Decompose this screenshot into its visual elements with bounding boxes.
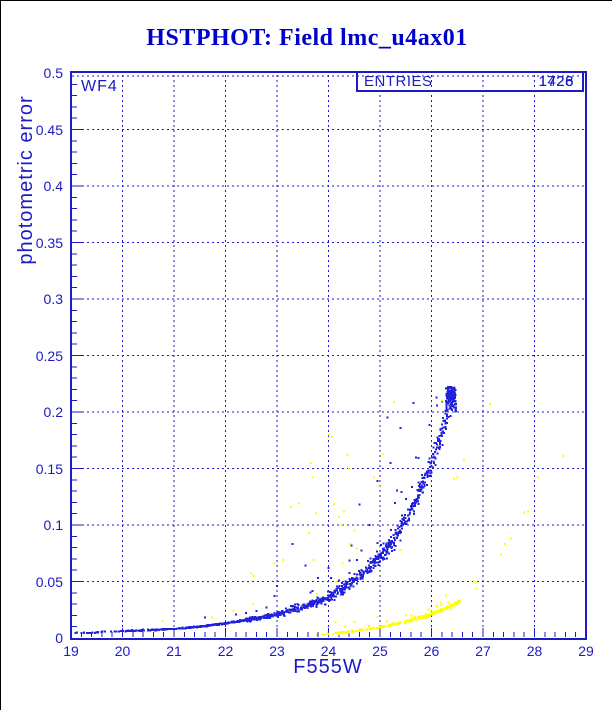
y-tick-label: 0.15 — [35, 460, 63, 477]
x-tick-label: 20 — [114, 643, 131, 659]
x-tick-label: 29 — [578, 643, 594, 659]
entries-stat-box: ENTRIES 1428 1726 — [356, 71, 584, 92]
x-tick-label: 24 — [320, 643, 337, 659]
y-tick-label: 0.25 — [35, 347, 63, 364]
x-axis-title: F555W — [293, 656, 363, 678]
entries-value-2: 1726 — [538, 73, 574, 90]
gridlines — [72, 75, 585, 637]
page-title: HSTPHOT: Field lmc_u4ax01 — [146, 25, 468, 51]
y-tick-label: 0.05 — [35, 573, 63, 590]
entries-value-1: 1428 — [538, 73, 574, 90]
y-tick-label: 0.1 — [43, 517, 63, 533]
plot-frame — [70, 71, 587, 640]
x-tick-label: 21 — [166, 643, 182, 659]
y-tick-label: 0.35 — [35, 234, 63, 251]
series-blue-error-sequence — [74, 386, 458, 635]
y-tick-label: 0.5 — [43, 65, 63, 81]
y-tick-label: 0 — [55, 630, 63, 646]
series-yellow-error-sequence — [161, 399, 564, 636]
y-tick-label: 0.3 — [43, 291, 63, 307]
x-tick-label: 27 — [475, 643, 491, 659]
y-tick-label: 0.2 — [43, 404, 63, 420]
x-tick-label: 26 — [423, 643, 440, 659]
axis-ticks — [72, 83, 577, 637]
x-tick-label: 19 — [63, 643, 79, 659]
y-tick-label: 0.45 — [35, 121, 63, 138]
x-tick-label: 23 — [269, 643, 285, 659]
entries-label: ENTRIES — [364, 73, 433, 90]
detector-label: WF4 — [81, 78, 118, 95]
x-tick-label: 25 — [372, 643, 388, 659]
x-tick-label: 28 — [526, 643, 543, 659]
x-tick-label: 22 — [217, 643, 234, 659]
y-tick-label: 0.4 — [43, 178, 63, 194]
